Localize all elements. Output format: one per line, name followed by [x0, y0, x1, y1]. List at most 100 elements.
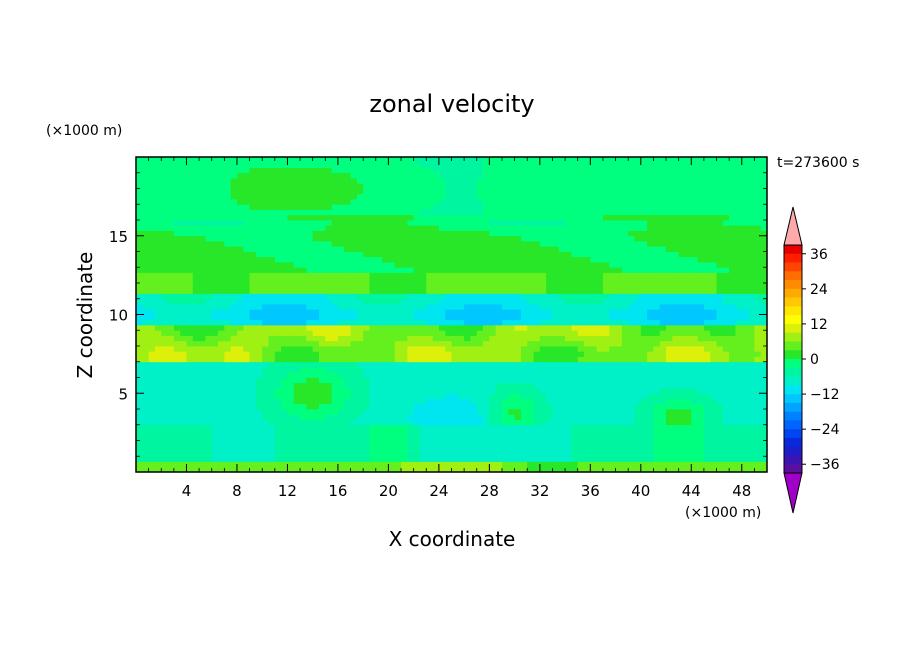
field-cell — [325, 235, 333, 242]
field-cell — [640, 235, 648, 242]
field-cell — [546, 393, 553, 399]
field-cell — [584, 262, 591, 268]
field-cell — [590, 188, 598, 195]
field-cell — [432, 162, 440, 168]
field-cell — [167, 288, 175, 294]
field-cell — [325, 288, 333, 294]
field-cell — [571, 293, 579, 300]
field-cell — [413, 272, 421, 279]
field-cell — [300, 188, 307, 195]
field-cell — [495, 424, 503, 431]
field-cell — [249, 199, 257, 205]
field-cell — [199, 388, 206, 394]
field-cell — [388, 162, 396, 168]
field-cell — [375, 199, 383, 205]
field-cell — [602, 204, 610, 210]
field-cell — [653, 304, 661, 310]
field-cell — [584, 230, 591, 237]
field-cell — [508, 388, 515, 394]
field-cell — [457, 430, 465, 436]
field-cell — [533, 283, 541, 289]
field-cell — [483, 377, 490, 384]
field-cell — [154, 325, 162, 331]
field-cell — [438, 330, 446, 336]
field-cell — [161, 283, 168, 289]
field-cell — [647, 199, 654, 205]
field-cell — [590, 298, 598, 305]
field-cell — [571, 214, 579, 221]
field-cell — [508, 435, 515, 441]
field-cell — [363, 199, 370, 205]
field-cell — [236, 393, 244, 399]
field-cell — [413, 230, 421, 237]
field-cell — [483, 262, 490, 268]
field-cell — [344, 277, 351, 284]
field-cell — [363, 398, 370, 405]
field-cell — [369, 382, 377, 389]
field-cell — [382, 214, 389, 221]
field-cell — [369, 409, 377, 415]
field-cell — [369, 451, 377, 457]
field-cell — [432, 193, 440, 200]
field-cell — [634, 435, 642, 441]
field-cell — [148, 430, 156, 436]
field-cell — [419, 409, 427, 415]
field-cell — [596, 214, 604, 221]
field-cell — [470, 267, 478, 273]
field-cell — [483, 183, 490, 189]
field-cell — [249, 209, 257, 216]
field-cell — [483, 272, 490, 279]
field-cell — [136, 204, 143, 210]
field-cell — [173, 256, 181, 263]
field-cell — [634, 361, 642, 368]
field-cell — [262, 193, 269, 200]
field-cell — [287, 361, 295, 368]
field-cell — [136, 277, 143, 284]
field-cell — [457, 314, 465, 321]
field-cell — [173, 267, 181, 273]
field-cell — [363, 403, 370, 410]
field-cell — [161, 361, 168, 368]
field-cell — [236, 157, 244, 163]
field-cell — [350, 325, 358, 331]
field-cell — [224, 346, 232, 352]
field-cell — [375, 393, 383, 399]
field-cell — [520, 272, 528, 279]
field-cell — [300, 335, 307, 342]
field-cell — [445, 435, 452, 441]
field-cell — [590, 199, 598, 205]
field-cell — [236, 304, 244, 310]
field-cell — [546, 262, 553, 268]
field-cell — [363, 414, 370, 420]
field-cell — [413, 382, 421, 389]
field-cell — [337, 330, 345, 336]
field-cell — [413, 346, 421, 352]
field-cell — [489, 267, 497, 273]
field-cell — [369, 445, 377, 452]
field-cell — [470, 277, 478, 284]
field-cell — [318, 377, 326, 384]
field-cell — [552, 157, 560, 163]
field-cell — [142, 283, 150, 289]
field-cell — [199, 214, 206, 221]
field-cell — [325, 157, 333, 163]
field-cell — [306, 262, 314, 268]
field-cell — [344, 214, 351, 221]
field-cell — [596, 461, 604, 468]
field-cell — [224, 172, 232, 179]
field-cell — [325, 367, 333, 373]
field-cell — [501, 209, 509, 216]
field-cell — [653, 356, 661, 363]
field-cell — [495, 225, 503, 231]
field-cell — [533, 188, 541, 195]
field-cell — [161, 230, 168, 237]
field-cell — [274, 283, 282, 289]
field-cell — [186, 372, 194, 378]
field-cell — [432, 372, 440, 378]
field-cell — [211, 372, 219, 378]
field-cell — [243, 225, 250, 231]
field-cell — [647, 430, 654, 436]
field-cell — [318, 466, 326, 473]
field-cell — [356, 398, 364, 405]
field-cell — [445, 162, 452, 168]
